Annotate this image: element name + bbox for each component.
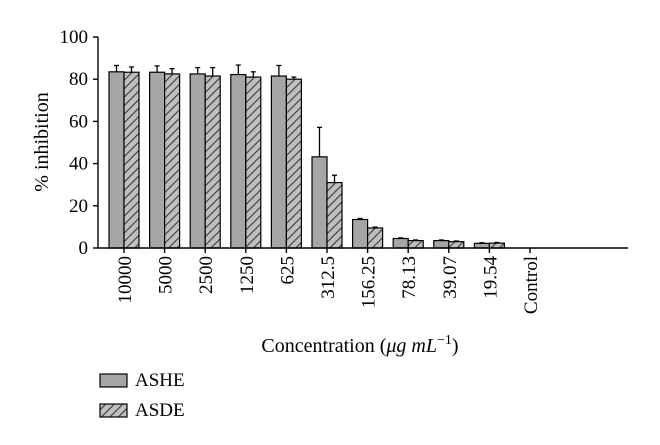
x-tick-label-5000: 5000 bbox=[156, 256, 177, 294]
bar-ashe-312-5 bbox=[311, 156, 328, 249]
x-axis-title: Concentration (μg mL−1) bbox=[261, 333, 458, 357]
x-tick-label-10000: 10000 bbox=[115, 256, 136, 304]
y-tick-label-20: 20 bbox=[69, 196, 88, 217]
bar-ashe-5000 bbox=[149, 71, 166, 249]
legend-item-ashe: ASHE bbox=[99, 370, 185, 391]
axes-layer bbox=[93, 36, 628, 253]
bar-asde-2500 bbox=[204, 75, 221, 249]
bar-ashe-625 bbox=[270, 75, 287, 249]
bar-ashe-78-13 bbox=[392, 237, 409, 249]
x-tick-label-19-54: 19.54 bbox=[480, 256, 501, 299]
x-tick-label-312-5: 312.5 bbox=[318, 256, 339, 299]
x-tick-label-78-13: 78.13 bbox=[399, 256, 420, 299]
bar-asde-5000 bbox=[164, 73, 181, 249]
y-tick-label-100: 100 bbox=[60, 27, 89, 48]
bar-asde-1250 bbox=[245, 76, 262, 249]
x-axis-title-close: ) bbox=[452, 335, 459, 357]
legend-swatch-asde bbox=[99, 403, 128, 418]
bar-asde-312-5 bbox=[326, 181, 343, 249]
bar-asde-625 bbox=[285, 78, 302, 249]
legend-swatch-ashe bbox=[99, 373, 128, 388]
bar-ashe-39-07 bbox=[433, 240, 450, 249]
bar-ashe-156-25 bbox=[352, 218, 369, 249]
bar-asde-156-25 bbox=[367, 227, 384, 249]
x-tick-label-625: 625 bbox=[277, 256, 298, 285]
y-tick-label-40: 40 bbox=[69, 154, 88, 175]
error-bars-layer bbox=[114, 64, 500, 244]
bars-layer bbox=[108, 71, 505, 249]
y-tick-label-60: 60 bbox=[69, 111, 88, 132]
bar-ashe-1250 bbox=[230, 73, 247, 249]
legend-item-asde: ASDE bbox=[99, 400, 185, 421]
x-tick-label-1250: 1250 bbox=[237, 256, 258, 294]
x-tick-label-39-07: 39.07 bbox=[440, 256, 461, 299]
y-tick-labels: 0 20 40 60 80 100 bbox=[60, 27, 89, 259]
legend-label-ashe: ASHE bbox=[135, 370, 185, 391]
y-tick-label-80: 80 bbox=[69, 69, 88, 90]
bar-ashe-2500 bbox=[189, 73, 206, 249]
bar-ashe-10000 bbox=[108, 71, 125, 249]
x-tick-label-control: Control bbox=[521, 256, 542, 314]
bar-asde-78-13 bbox=[407, 240, 424, 249]
bar-asde-39-07 bbox=[448, 241, 465, 249]
y-axis-title: % inhibition bbox=[31, 92, 53, 191]
x-tick-label-156-25: 156.25 bbox=[359, 256, 380, 308]
bar-asde-19-54 bbox=[488, 242, 505, 249]
x-axis-title-unit: μg mL bbox=[385, 335, 437, 357]
y-tick-label-0: 0 bbox=[79, 238, 89, 259]
legend: ASHE ASDE bbox=[99, 370, 185, 421]
x-axis-title-exponent: −1 bbox=[437, 333, 452, 348]
x-axis-title-text: Concentration ( bbox=[261, 335, 386, 357]
x-tick-labels: 10000 5000 2500 1250 625 312.5 156.25 78.13 39.0… bbox=[115, 256, 542, 315]
x-tick-label-2500: 2500 bbox=[196, 256, 217, 294]
legend-label-asde: ASDE bbox=[135, 400, 185, 421]
bar-asde-10000 bbox=[123, 71, 140, 249]
